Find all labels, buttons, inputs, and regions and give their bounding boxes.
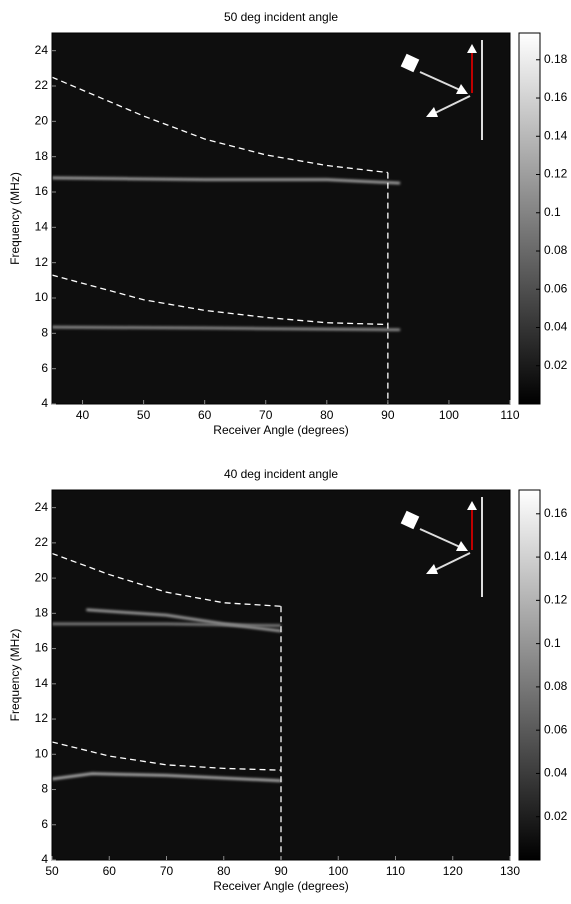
y-tick-label: 12 (35, 255, 49, 269)
x-tick-label: 100 (328, 864, 348, 878)
arrow-head (426, 107, 438, 117)
y-tick-label: 6 (41, 817, 48, 831)
colorbar-tick-label: 0.1 (544, 205, 561, 219)
y-tick-label: 6 (41, 361, 48, 375)
arrow-head (456, 84, 468, 94)
y-tick-label: 16 (35, 184, 49, 198)
colorbar-tick-label: 0.12 (544, 167, 568, 181)
y-tick-label: 4 (41, 852, 48, 866)
axes-frame (51, 32, 511, 405)
colorbar-tick-label: 0.1 (544, 636, 561, 650)
colorbar-tick-label: 0.04 (544, 766, 568, 780)
reflected-arrow (434, 95, 471, 114)
reflector-icon (400, 510, 420, 530)
arrow-head (467, 501, 477, 510)
panel: 40 50 60 70 80 90 100 110 4 6 8 10 12 14 16 18 20 22 24 50 … (8, 10, 568, 437)
y-tick-label: 18 (35, 149, 49, 163)
chart-title: 40 deg incident angle (224, 467, 338, 481)
colorbar-tick-label: 0.06 (544, 722, 568, 736)
colorbar-tick-label: 0.18 (544, 52, 568, 66)
y-tick-label: 8 (41, 782, 48, 796)
plot-background (52, 33, 510, 404)
colorbar-tick-label: 0.06 (544, 281, 568, 295)
x-tick-label: 130 (500, 864, 520, 878)
ridge (52, 622, 282, 627)
x-tick-label: 70 (160, 864, 174, 878)
y-tick-label: 16 (35, 641, 49, 655)
reflected-arrow (434, 552, 471, 571)
x-tick-label: 90 (274, 864, 288, 878)
x-tick-label: 90 (381, 408, 395, 422)
ridge (52, 176, 401, 185)
x-tick-label: 120 (443, 864, 463, 878)
dashed-curve (52, 552, 282, 607)
ridge (52, 325, 401, 332)
plot-area (52, 40, 510, 404)
y-tick-label: 12 (35, 711, 49, 725)
y-tick-label: 14 (35, 220, 49, 234)
colorbar-tick-label: 0.04 (544, 320, 568, 334)
colorbar (518, 32, 541, 405)
inset-diagram (400, 40, 483, 140)
y-tick-label: 10 (35, 290, 49, 304)
ridge (86, 608, 282, 633)
dashed-curve (52, 741, 282, 771)
y-tick-label: 8 (41, 326, 48, 340)
x-tick-label: 70 (259, 408, 273, 422)
arrow-head (426, 564, 438, 574)
x-tick-label: 60 (103, 864, 117, 878)
arrow-head (467, 44, 477, 53)
colorbar-tick-label: 0.08 (544, 243, 568, 257)
colorbar-tick-label: 0.12 (544, 593, 568, 607)
ridge (52, 772, 282, 782)
colorbar-tick-label: 0.16 (544, 90, 568, 104)
reflector-icon (400, 53, 420, 73)
x-tick-label: 80 (320, 408, 334, 422)
plot-area (52, 497, 510, 860)
colorbar-tick-label: 0.02 (544, 809, 568, 823)
colorbar-tick-label: 0.16 (544, 506, 568, 520)
y-tick-label: 20 (35, 114, 49, 128)
y-axis-label: Frequency (MHz) (8, 172, 22, 265)
x-tick-label: 50 (45, 864, 59, 878)
colorbar-tick-label: 0.02 (544, 358, 568, 372)
y-axis-label: Frequency (MHz) (8, 629, 22, 722)
x-tick-label: 40 (76, 408, 90, 422)
x-tick-label: 100 (439, 408, 459, 422)
inset-diagram (400, 497, 483, 597)
panel: 50 60 70 80 90 100 110 120 130 4 6 8 10 12 14 16 18 20 22 2… (8, 467, 568, 893)
x-tick-label: 80 (217, 864, 231, 878)
y-tick-label: 14 (35, 676, 49, 690)
x-axis-label: Receiver Angle (degrees) (213, 423, 348, 437)
y-tick-label: 18 (35, 606, 49, 620)
dashed-curve (52, 76, 388, 174)
y-tick-label: 4 (41, 396, 48, 410)
x-tick-label: 110 (386, 864, 405, 878)
y-tick-label: 10 (35, 746, 49, 760)
colorbar-tick-label: 0.08 (544, 679, 568, 693)
x-tick-label: 60 (198, 408, 212, 422)
incident-arrow (419, 528, 461, 548)
x-tick-label: 110 (500, 408, 519, 422)
colorbar-tick-label: 0.14 (544, 128, 568, 142)
x-tick-label: 50 (137, 408, 151, 422)
colorbar-tick-label: 0.14 (544, 549, 568, 563)
arrow-head (456, 541, 468, 551)
plot-background (52, 490, 510, 860)
incident-arrow (419, 71, 461, 91)
y-tick-label: 22 (35, 535, 49, 549)
chart-title: 50 deg incident angle (224, 10, 338, 24)
y-tick-label: 22 (35, 78, 49, 92)
y-tick-label: 24 (35, 500, 49, 514)
y-tick-label: 20 (35, 570, 49, 584)
colorbar (518, 489, 541, 861)
y-tick-label: 24 (35, 43, 49, 57)
x-axis-label: Receiver Angle (degrees) (213, 879, 348, 893)
